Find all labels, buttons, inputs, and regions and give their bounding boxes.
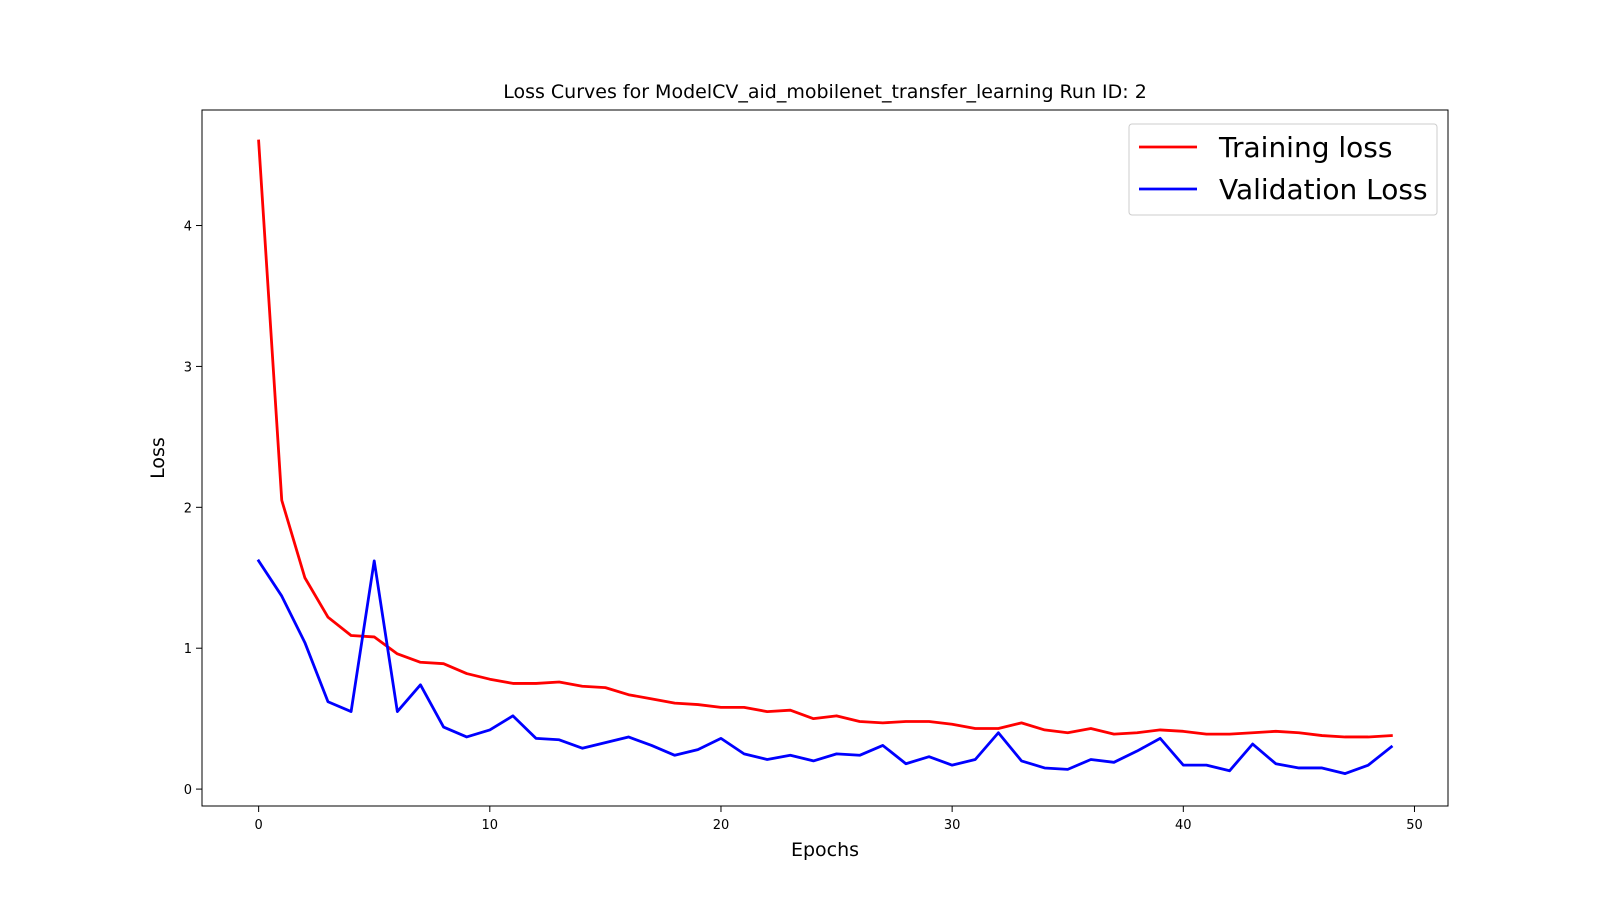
x-tick-label: 0 [254,818,262,833]
y-tick-label: 2 [184,501,192,516]
x-tick-label: 20 [713,818,730,833]
y-tick-label: 4 [184,220,192,235]
legend-label-0: Training loss [1218,131,1392,164]
series-line-0 [257,139,1393,739]
x-axis-title: Epochs [791,839,859,861]
x-tick-label: 50 [1406,818,1423,833]
plot-frame [201,109,1449,807]
x-tick-label: 40 [1175,818,1192,833]
x-axis: 0 10 20 30 40 50 [254,806,1423,833]
x-tick-label: 10 [482,818,499,833]
y-tick-label: 1 [184,642,192,657]
y-axis-title: Loss [147,437,169,479]
y-tick-label: 0 [184,783,192,798]
legend-label-1: Validation Loss [1219,173,1428,206]
series-lines [256,139,1394,775]
series-line-1 [256,558,1394,775]
y-axis: 0 1 2 3 4 [184,220,202,798]
x-tick-label: 30 [944,818,961,833]
y-tick-label: 3 [184,360,192,375]
legend: Training loss Validation Loss [1128,123,1438,216]
chart-title: Loss Curves for ModelCV_aid_mobilenet_tr… [503,81,1147,103]
legend-frame [1128,123,1438,216]
